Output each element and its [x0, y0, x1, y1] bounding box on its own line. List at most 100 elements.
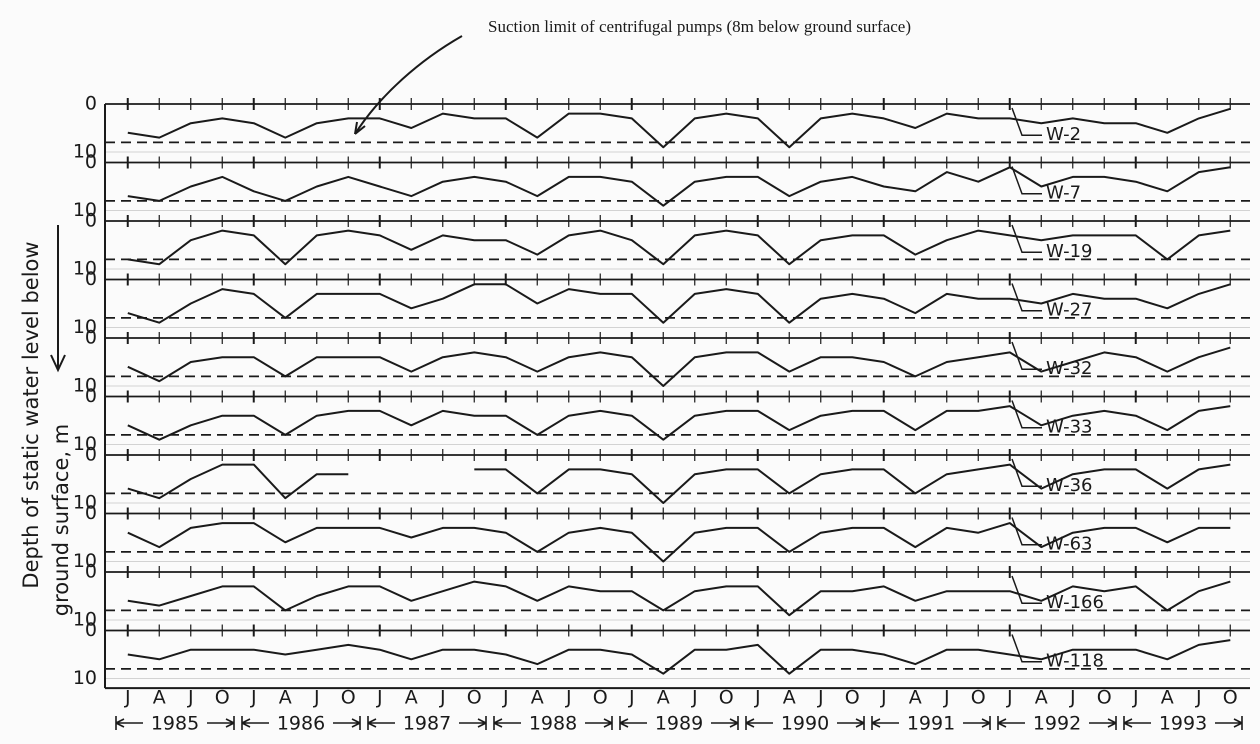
x-tick-label: O — [215, 687, 230, 709]
y-tick-label: 0 — [85, 210, 97, 232]
year-span — [367, 716, 487, 730]
x-tick-label: O — [593, 687, 608, 709]
y-tick-label: 0 — [85, 619, 97, 641]
y-tick-label: 10 — [73, 141, 97, 163]
x-tick-label: J — [1195, 687, 1202, 709]
annotation-arrow — [354, 35, 463, 135]
year-label: 1989 — [655, 713, 703, 735]
series-label: W-27 — [1046, 300, 1092, 321]
y-tick-label: 10 — [73, 258, 97, 280]
series-label: W-166 — [1046, 592, 1104, 613]
y-tick-label: 10 — [73, 375, 97, 397]
year-label: 1991 — [907, 713, 955, 735]
label-leader — [1011, 166, 1042, 195]
x-tick-label: A — [1035, 687, 1048, 709]
x-tick-label: J — [376, 687, 383, 709]
x-tick-label: J — [943, 687, 950, 709]
y-tick-label: 0 — [85, 561, 97, 583]
year-label: 1993 — [1159, 713, 1207, 735]
x-tick-label: O — [971, 687, 986, 709]
label-leader — [1011, 634, 1042, 663]
series-label: W-36 — [1046, 475, 1092, 496]
label-leader — [1011, 283, 1042, 312]
label-leader — [1011, 400, 1042, 429]
label-leader — [1011, 458, 1042, 487]
y-axis-arrow — [50, 225, 66, 373]
year-span — [1123, 716, 1243, 730]
well-line — [127, 463, 1231, 504]
x-tick-label: J — [880, 687, 887, 709]
well-line — [127, 283, 1231, 324]
x-tick-label: J — [124, 687, 131, 709]
y-tick-label: 10 — [73, 199, 97, 221]
year-label: 1986 — [277, 713, 325, 735]
x-tick-label: J — [754, 687, 761, 709]
x-tick-label: O — [1097, 687, 1112, 709]
annotation-arrowhead — [354, 121, 366, 135]
year-span — [619, 716, 739, 730]
y-tick-label: 0 — [85, 385, 97, 407]
x-tick-label: O — [845, 687, 860, 709]
y-tick-label: 10 — [73, 667, 97, 689]
x-tick-label: J — [1006, 687, 1013, 709]
y-tick-label: 0 — [85, 268, 97, 290]
label-leader — [1011, 575, 1042, 604]
y-tick-label: 10 — [73, 609, 97, 631]
year-span — [493, 716, 613, 730]
x-tick-label: J — [817, 687, 824, 709]
x-tick-label: O — [467, 687, 482, 709]
x-tick-label: A — [657, 687, 670, 709]
well-line — [127, 346, 1231, 387]
year-span — [997, 716, 1117, 730]
year-span — [871, 716, 991, 730]
series-label: W-118 — [1046, 651, 1104, 672]
y-tick-label: 0 — [85, 93, 97, 115]
x-tick-label: A — [909, 687, 922, 709]
series-label: W-32 — [1046, 358, 1092, 379]
year-label: 1987 — [403, 713, 451, 735]
y-axis-label: Depth of static water level below — [19, 241, 43, 588]
y-tick-label: 10 — [73, 316, 97, 338]
label-leader — [1011, 341, 1042, 370]
series-label: W-2 — [1046, 124, 1081, 145]
x-tick-label: J — [313, 687, 320, 709]
x-tick-label: J — [565, 687, 572, 709]
x-tick-label: O — [719, 687, 734, 709]
y-tick-label: 10 — [73, 492, 97, 514]
year-label: 1990 — [781, 713, 829, 735]
y-tick-label: 10 — [73, 550, 97, 572]
y-tick-label: 0 — [85, 151, 97, 173]
well-line — [127, 107, 1231, 149]
y-tick-label: 10 — [73, 433, 97, 455]
annotation: Suction limit of centrifugal pumps (8m b… — [488, 17, 911, 36]
year-span — [745, 716, 865, 730]
x-tick-label: A — [405, 687, 418, 709]
well-line — [127, 166, 1231, 207]
y-tick-label: 0 — [85, 444, 97, 466]
series-label: W-63 — [1046, 534, 1092, 555]
x-tick-label: J — [250, 687, 257, 709]
x-tick-label: A — [1161, 687, 1174, 709]
x-tick-label: J — [691, 687, 698, 709]
well-line — [127, 580, 1231, 617]
x-tick-label: A — [153, 687, 166, 709]
y-tick-label: 0 — [85, 502, 97, 524]
label-leader — [1011, 107, 1042, 136]
x-tick-label: J — [187, 687, 194, 709]
year-span — [241, 716, 361, 730]
y-tick-label: 0 — [85, 327, 97, 349]
well-line — [127, 229, 1231, 266]
year-label: 1985 — [151, 713, 199, 735]
x-tick-label: J — [628, 687, 635, 709]
year-label: 1992 — [1033, 713, 1081, 735]
series-label: W-33 — [1046, 417, 1092, 438]
well-line — [127, 639, 1231, 675]
y-axis-label: ground surface, m — [49, 424, 73, 616]
x-tick-label: J — [1132, 687, 1139, 709]
label-leader — [1011, 517, 1042, 546]
series-label: W-7 — [1046, 183, 1081, 204]
well-line — [127, 522, 1231, 563]
x-tick-label: J — [439, 687, 446, 709]
x-tick-label: O — [341, 687, 356, 709]
